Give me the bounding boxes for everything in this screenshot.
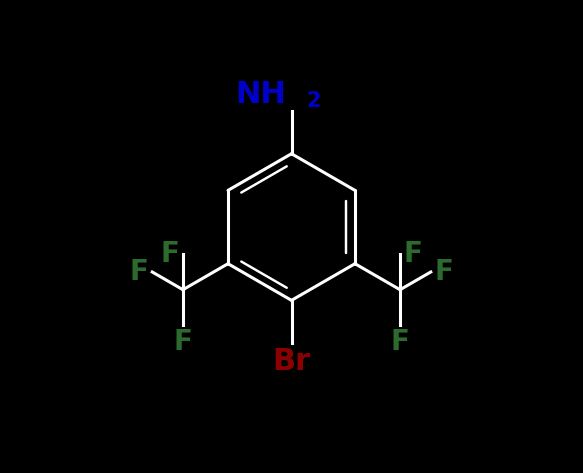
Text: F: F (160, 240, 179, 268)
Text: F: F (391, 327, 409, 356)
Text: F: F (434, 258, 454, 286)
Text: NH: NH (235, 80, 286, 109)
Text: 2: 2 (307, 91, 321, 111)
Text: F: F (404, 240, 423, 268)
Text: F: F (129, 258, 149, 286)
Text: Br: Br (272, 347, 311, 376)
Text: F: F (174, 327, 192, 356)
